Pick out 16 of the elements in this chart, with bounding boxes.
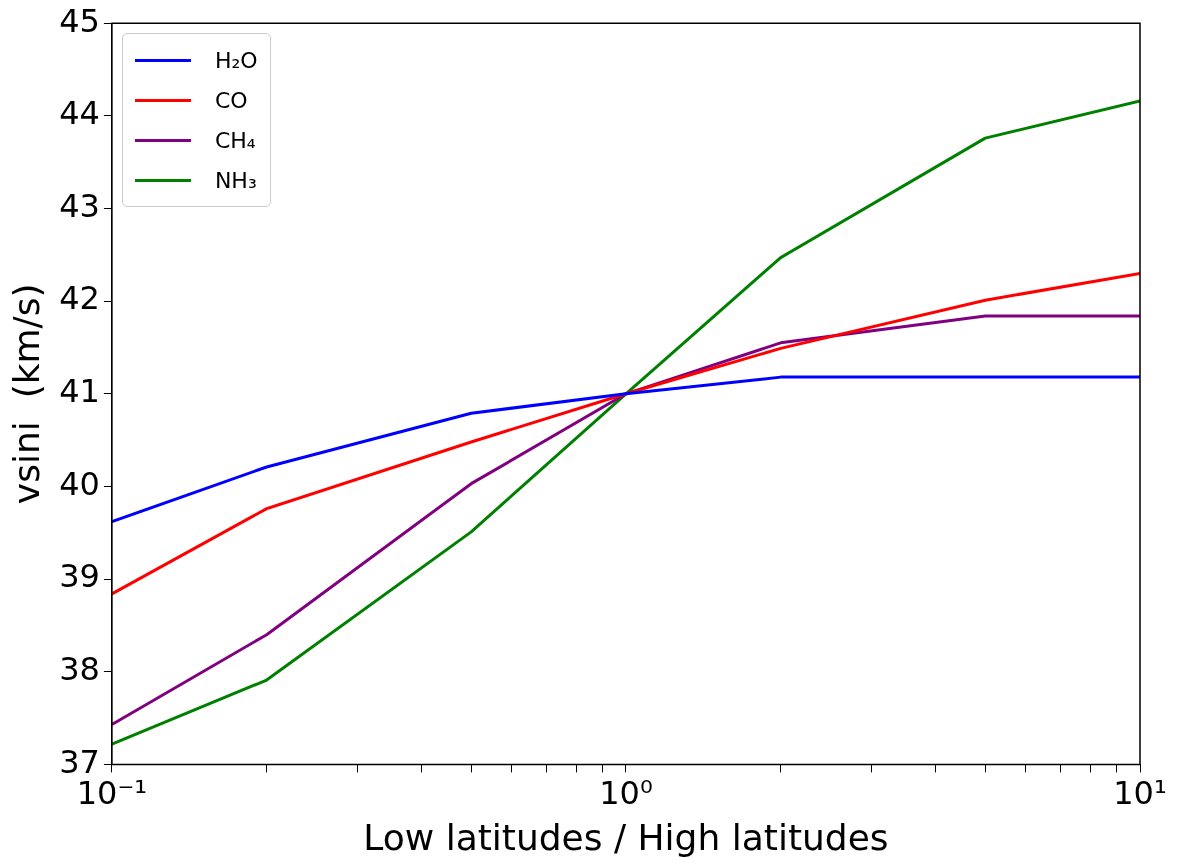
x-axis-title: Low latitudes / High latitudes bbox=[363, 816, 889, 858]
x-tick-label: 10¹ bbox=[1113, 773, 1167, 812]
y-axis-title: vsini (km/s) bbox=[5, 283, 47, 505]
y-tick-label: 40 bbox=[59, 464, 100, 503]
legend-label: NH₃ bbox=[214, 167, 257, 193]
y-tick-label: 42 bbox=[59, 279, 100, 318]
y-tick-label: 39 bbox=[59, 557, 100, 596]
legend-label: H₂O bbox=[214, 47, 258, 73]
legend-label: CO bbox=[214, 87, 248, 113]
y-tick-label: 41 bbox=[59, 372, 100, 411]
y-tick-label: 38 bbox=[59, 650, 100, 689]
y-tick-label: 43 bbox=[59, 186, 100, 225]
y-tick-label: 45 bbox=[59, 1, 100, 40]
legend-label: CH₄ bbox=[214, 127, 256, 153]
y-tick-label: 44 bbox=[59, 94, 100, 133]
x-tick-label: 10⁰ bbox=[599, 773, 653, 812]
